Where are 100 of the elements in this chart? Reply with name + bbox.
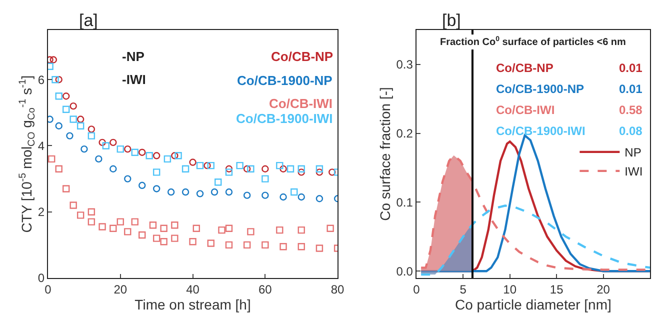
point	[207, 162, 214, 170]
point	[98, 138, 106, 146]
x-tick-label: 20	[596, 282, 610, 296]
y-tick-label: 0	[38, 271, 45, 286]
point	[50, 56, 58, 64]
point	[298, 242, 305, 250]
x-tick-label: 10	[503, 282, 517, 296]
y-tick-label: 4	[38, 138, 45, 153]
point	[70, 202, 77, 209]
x-tick-label: 80	[330, 282, 345, 296]
point	[262, 175, 269, 182]
point	[316, 165, 324, 172]
point	[88, 218, 96, 226]
point	[290, 188, 298, 196]
point	[138, 148, 146, 156]
text: Co/CB-1900-IWI	[236, 111, 333, 126]
point	[52, 76, 59, 84]
point	[55, 76, 62, 84]
y-tick-label: 0.1	[396, 195, 414, 210]
annotation: -NP	[122, 49, 145, 64]
point	[70, 102, 77, 110]
point	[189, 238, 196, 246]
legend-label: IWI	[624, 164, 643, 179]
point	[102, 142, 110, 150]
annotation: 0.01	[619, 61, 643, 75]
point	[196, 190, 204, 198]
point	[55, 92, 62, 100]
point	[171, 152, 178, 160]
point	[214, 178, 222, 186]
annotation: 0.01	[619, 82, 643, 96]
point	[80, 145, 88, 153]
point	[328, 168, 336, 176]
y-axis-title: Co surface fraction [-]	[376, 87, 393, 221]
x-tick-label: 20	[114, 282, 128, 296]
point	[131, 218, 138, 226]
point	[280, 165, 287, 172]
point	[160, 238, 168, 246]
annotation: Co/CB-1900-IWI	[496, 124, 586, 138]
point	[225, 224, 233, 232]
point	[124, 145, 132, 153]
annotation: Co/CB-IWI	[496, 103, 555, 117]
point	[298, 226, 305, 234]
point	[280, 193, 287, 201]
point	[167, 188, 175, 196]
x-axis-title: Co particle diameter [nm]	[455, 296, 612, 312]
annotation: 0.08	[619, 124, 643, 138]
point	[95, 155, 102, 163]
text: Co/CB-IWI	[269, 96, 333, 111]
point	[236, 162, 244, 170]
point	[196, 162, 204, 170]
point	[48, 155, 56, 163]
x-axis-title: Time on stream [h]	[134, 296, 251, 312]
text: Co/CB-1900-NP	[237, 73, 333, 88]
point	[192, 224, 200, 232]
point	[55, 122, 62, 130]
point	[110, 165, 117, 172]
point	[88, 208, 96, 216]
point	[298, 168, 305, 176]
point	[316, 244, 324, 252]
point	[225, 168, 233, 176]
point	[116, 218, 124, 226]
x-tick-label: 15	[550, 282, 564, 296]
annotation: Co/CB-NP	[496, 61, 554, 75]
chart-title: [b]	[442, 11, 461, 30]
point	[149, 221, 157, 229]
point	[110, 138, 117, 146]
point	[182, 188, 190, 196]
point	[243, 192, 251, 199]
point	[262, 165, 269, 172]
point	[152, 185, 160, 192]
point	[55, 165, 62, 172]
point	[62, 185, 70, 192]
point	[164, 155, 172, 163]
text: Co/CB-NP	[271, 49, 334, 64]
annotation: -IWI	[122, 72, 146, 87]
point	[138, 182, 146, 190]
point	[189, 158, 196, 166]
point	[88, 126, 96, 133]
point	[316, 195, 324, 202]
point	[276, 162, 284, 170]
point	[131, 148, 138, 156]
x-tick-label: 60	[258, 282, 272, 296]
point	[280, 242, 287, 250]
point	[110, 224, 117, 232]
point	[243, 241, 251, 249]
point	[138, 231, 146, 239]
point	[182, 165, 190, 172]
annotation: 0.58	[619, 103, 643, 117]
legend-label: NP	[624, 146, 642, 160]
point	[116, 145, 124, 153]
point	[225, 165, 233, 172]
point	[152, 234, 160, 242]
point	[218, 226, 226, 234]
point	[98, 223, 106, 230]
point	[298, 165, 305, 172]
point	[247, 228, 254, 236]
point	[207, 240, 214, 247]
point	[62, 106, 70, 113]
point	[152, 152, 160, 160]
y-tick-label: 0.0	[396, 264, 414, 278]
